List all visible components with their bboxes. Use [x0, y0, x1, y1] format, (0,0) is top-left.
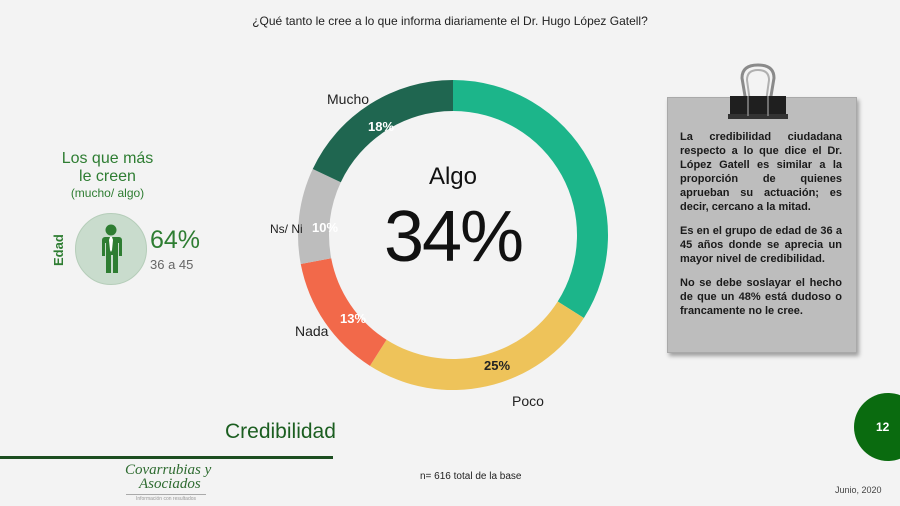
donut-center-label: Algo [428, 163, 478, 190]
person-circle [75, 213, 147, 285]
segment-pct-nada: 13% [340, 311, 367, 326]
report-date: Junio, 2020 [835, 485, 882, 495]
logo-line2: Asociados [139, 476, 201, 492]
section-divider [0, 456, 333, 459]
top-group-percentage: 64% [150, 226, 201, 254]
age-axis-label: Edad [51, 234, 66, 266]
logo-divider [126, 494, 206, 495]
note-paragraph-3: No se debe soslayar el hecho de que un 4… [680, 277, 842, 317]
donut-center-value: 34% [383, 197, 524, 277]
logo-line1: Covarrubias y [125, 462, 212, 478]
segment-label-poco: Poco [512, 393, 544, 409]
left-panel-subtitle: (mucho/ algo) [70, 186, 145, 200]
segment-pct-poco: 25% [484, 358, 511, 373]
page-number-badge: 12 [854, 393, 900, 461]
donut-segment-nada [300, 258, 387, 366]
top-group-age: 36 a 45 [150, 257, 194, 272]
logo-tagline: Información con resultados [135, 496, 197, 502]
segment-pct-mucho: 18% [368, 119, 395, 134]
donut-segment-nsni [298, 169, 341, 265]
company-logo: Covarrubias y Asociados [125, 462, 212, 492]
left-panel-title: Los que más le creen [40, 150, 175, 186]
note-card [667, 97, 857, 353]
person-icon [102, 224, 122, 273]
donut-segment-algo [453, 80, 608, 319]
donut-chart [298, 80, 608, 390]
section-title: Credibilidad [225, 420, 336, 443]
segment-label-mucho: Mucho [327, 91, 370, 107]
segment-pct-nsni: 10% [312, 220, 339, 235]
page-number: 12 [876, 420, 890, 434]
binder-clip-icon [728, 63, 788, 119]
left-title-line2: le creen [79, 168, 136, 185]
note-paragraph-1: La credibilidad ciudadana respecto a lo … [680, 131, 842, 213]
note-paragraph-2: Es en el grupo de edad de 36 a 45 años d… [680, 225, 842, 265]
donut-segment-mucho [312, 80, 453, 183]
donut-segment-poco [369, 301, 584, 390]
segment-label-nada: Nada [295, 323, 329, 339]
segment-label-nsni: Ns/ Ni [270, 222, 303, 236]
note-text: La credibilidad ciudadana respecto a lo … [680, 130, 842, 328]
sample-base-note: n= 616 total de la base [420, 471, 522, 482]
left-title-line1: Los que más [61, 150, 154, 167]
question-title: ¿Qué tanto le cree a lo que informa diar… [252, 14, 648, 28]
